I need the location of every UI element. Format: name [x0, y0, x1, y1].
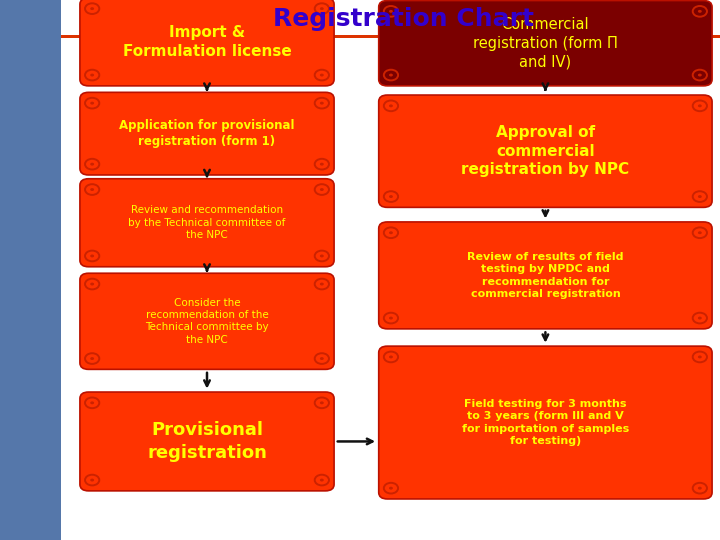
Circle shape — [90, 163, 94, 166]
Circle shape — [320, 73, 324, 77]
Circle shape — [698, 195, 702, 198]
Circle shape — [90, 254, 94, 258]
Circle shape — [320, 7, 324, 10]
Circle shape — [320, 401, 324, 404]
Circle shape — [90, 102, 94, 105]
FancyBboxPatch shape — [379, 1, 712, 86]
Text: Registration Chart: Registration Chart — [273, 7, 534, 31]
Text: Review of results of field
testing by NPDC and
recommendation for
commercial reg: Review of results of field testing by NP… — [467, 252, 624, 299]
Circle shape — [698, 231, 702, 234]
Circle shape — [90, 7, 94, 10]
Circle shape — [389, 195, 393, 198]
Circle shape — [90, 73, 94, 77]
Circle shape — [698, 10, 702, 13]
Circle shape — [90, 188, 94, 191]
Text: Approval of
commercial
registration by NPC: Approval of commercial registration by N… — [462, 125, 629, 177]
FancyBboxPatch shape — [379, 95, 712, 207]
Text: Review and recommendation
by the Technical committee of
the NPC: Review and recommendation by the Technic… — [128, 205, 286, 240]
Circle shape — [389, 104, 393, 107]
FancyBboxPatch shape — [80, 0, 334, 86]
FancyBboxPatch shape — [61, 35, 720, 38]
Circle shape — [389, 355, 393, 359]
Text: Field testing for 3 months
to 3 years (form III and V
for importation of samples: Field testing for 3 months to 3 years (f… — [462, 399, 629, 446]
Text: Provisional
registration: Provisional registration — [147, 421, 267, 462]
Circle shape — [320, 102, 324, 105]
Circle shape — [90, 282, 94, 286]
Circle shape — [320, 357, 324, 360]
FancyBboxPatch shape — [80, 392, 334, 491]
Circle shape — [90, 478, 94, 482]
Circle shape — [90, 401, 94, 404]
Text: Commercial
registration (form Π
and IV): Commercial registration (form Π and IV) — [473, 17, 618, 69]
Circle shape — [698, 355, 702, 359]
FancyBboxPatch shape — [80, 273, 334, 369]
Circle shape — [389, 73, 393, 77]
Circle shape — [698, 104, 702, 107]
Circle shape — [320, 282, 324, 286]
FancyBboxPatch shape — [80, 92, 334, 175]
FancyBboxPatch shape — [379, 346, 712, 499]
Circle shape — [389, 10, 393, 13]
Circle shape — [698, 316, 702, 320]
Circle shape — [698, 73, 702, 77]
FancyBboxPatch shape — [379, 222, 712, 329]
Circle shape — [389, 487, 393, 490]
Circle shape — [320, 188, 324, 191]
Circle shape — [389, 231, 393, 234]
Circle shape — [320, 163, 324, 166]
FancyBboxPatch shape — [0, 0, 61, 540]
Text: Application for provisional
registration (form 1): Application for provisional registration… — [120, 119, 294, 148]
Circle shape — [320, 478, 324, 482]
Text: Import &
Formulation license: Import & Formulation license — [122, 25, 292, 59]
Circle shape — [698, 487, 702, 490]
FancyBboxPatch shape — [80, 179, 334, 267]
Circle shape — [389, 316, 393, 320]
Circle shape — [90, 357, 94, 360]
Text: Consider the
recommendation of the
Technical committee by
the NPC: Consider the recommendation of the Techn… — [145, 298, 269, 345]
Circle shape — [320, 254, 324, 258]
